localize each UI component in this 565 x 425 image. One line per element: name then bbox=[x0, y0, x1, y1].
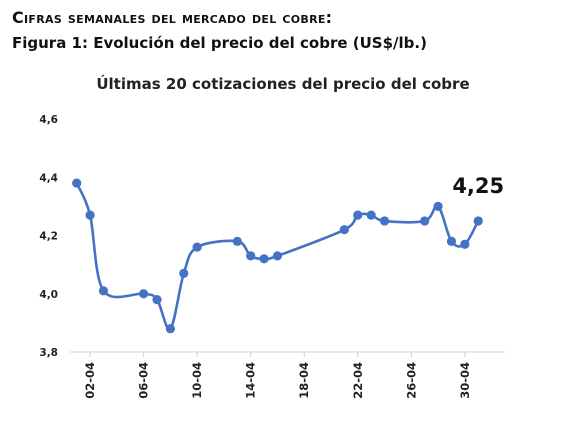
data-point bbox=[473, 216, 483, 226]
data-point bbox=[165, 324, 175, 334]
data-point bbox=[152, 294, 162, 305]
data-point bbox=[179, 268, 189, 278]
data-point bbox=[272, 251, 283, 261]
data-point bbox=[139, 289, 149, 299]
data-point bbox=[192, 242, 202, 252]
y-tick-label: 4,0 bbox=[39, 289, 58, 301]
last-value-label: 4,25 bbox=[452, 174, 504, 198]
x-tick-label: 10-04 bbox=[190, 362, 204, 399]
y-tick-label: 3,8 bbox=[39, 347, 58, 359]
chart-svg: Últimas 20 cotizaciones del precio del c… bbox=[39, 74, 505, 399]
y-tick-label: 4,4 bbox=[39, 172, 58, 184]
data-point bbox=[98, 286, 109, 296]
data-point bbox=[72, 178, 82, 188]
x-axis-ticks: 02-04 06-04 10-04 14-04 18-04 22-04 26-04 30-04 bbox=[83, 352, 472, 399]
data-point bbox=[353, 210, 363, 220]
data-point bbox=[446, 236, 457, 246]
x-tick-label: 26-04 bbox=[404, 362, 418, 399]
data-point bbox=[85, 210, 95, 220]
figure-caption: Figura 1: Evolución del precio del cobre… bbox=[12, 34, 427, 52]
x-tick-label: 18-04 bbox=[297, 362, 311, 399]
x-tick-label: 02-04 bbox=[83, 362, 97, 399]
y-tick-label: 4,6 bbox=[39, 114, 58, 126]
data-point bbox=[379, 216, 390, 226]
data-point bbox=[433, 201, 443, 211]
chart-title: Últimas 20 cotizaciones del precio del c… bbox=[96, 74, 469, 93]
data-point bbox=[339, 225, 349, 235]
copper-price-chart: Últimas 20 cotizaciones del precio del c… bbox=[0, 64, 565, 425]
data-point bbox=[259, 254, 269, 264]
data-point bbox=[366, 210, 376, 220]
data-point bbox=[460, 239, 470, 249]
x-tick-label: 06-04 bbox=[137, 362, 151, 399]
page-heading: Cifras semanales del mercado del cobre: bbox=[12, 8, 333, 27]
y-tick-label: 4,2 bbox=[39, 231, 58, 243]
x-tick-label: 22-04 bbox=[351, 362, 365, 399]
x-tick-label: 14-04 bbox=[244, 362, 258, 399]
price-series-points bbox=[72, 178, 483, 334]
data-point bbox=[232, 236, 242, 246]
data-point bbox=[420, 216, 430, 226]
x-tick-label: 30-04 bbox=[458, 362, 472, 399]
data-point bbox=[246, 251, 256, 261]
y-axis-ticks: 3,8 4,0 4,2 4,4 4,6 bbox=[39, 114, 58, 359]
